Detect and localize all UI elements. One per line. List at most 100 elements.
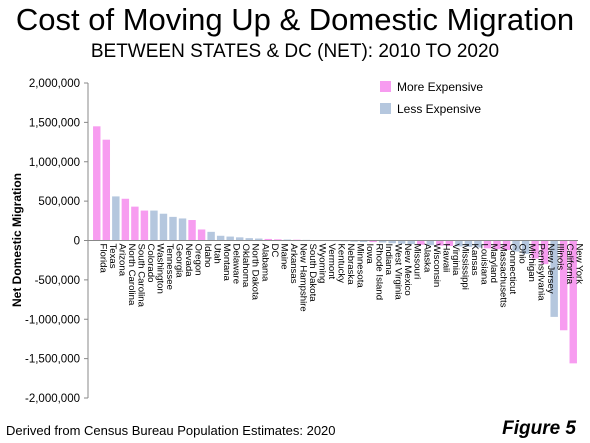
- bar: [464, 240, 473, 247]
- bar: [512, 240, 520, 252]
- x-tick-label: Illinois: [555, 244, 566, 271]
- x-tick-label: Arkansas: [288, 244, 299, 284]
- bars: [88, 126, 578, 364]
- bar: [359, 240, 368, 243]
- y-tick-label: 1,500,000: [29, 117, 80, 129]
- x-tick-label: Texas: [107, 244, 118, 269]
- bar: [559, 240, 568, 331]
- x-tick-label: Louisiana: [478, 244, 489, 286]
- x-tick-label: Indiana: [383, 244, 394, 276]
- footnote: Derived from Census Bureau Population Es…: [6, 423, 336, 438]
- bar: [445, 240, 454, 247]
- x-tick-label: Rhode Island: [374, 244, 385, 301]
- y-axis: 2,000,000 1,500,000 1,000,000 500,000 0 -500,…: [25, 78, 89, 405]
- x-tick-label: Wisconsin: [431, 244, 442, 288]
- x-tick-label: Maryland: [488, 244, 499, 283]
- bar: [521, 240, 530, 254]
- bar: [397, 240, 406, 244]
- x-tick-label: Wyoming: [316, 244, 327, 284]
- bar: [255, 238, 263, 241]
- x-tick-label: Connecticut: [507, 244, 518, 295]
- x-tick-label: Alabama: [259, 244, 270, 283]
- x-tick-label: Nebraska: [345, 244, 356, 286]
- x-tick-label: Nevada: [183, 244, 194, 278]
- legend-swatch: [380, 103, 391, 114]
- bar: [569, 240, 577, 364]
- y-tick-label: 2,000,000: [29, 78, 80, 90]
- x-tick-label: California: [564, 244, 575, 285]
- bar: [216, 235, 225, 241]
- x-tick-label: North Dakota: [250, 244, 261, 301]
- bar: [178, 218, 187, 241]
- x-tick-label: Oregon: [193, 244, 204, 276]
- y-tick-label: -500,000: [35, 275, 80, 287]
- y-axis-label: Net Domestic Migration: [10, 173, 24, 307]
- legend-swatch: [380, 81, 391, 92]
- x-tick-label: Hawaii: [440, 244, 451, 273]
- x-tick-label: DC: [269, 244, 280, 258]
- x-tick-label: Oklahoma: [240, 244, 251, 288]
- bar: [102, 139, 111, 241]
- bar: [121, 198, 130, 241]
- bar: [474, 240, 482, 248]
- bar: [226, 236, 234, 241]
- bar: [112, 196, 120, 241]
- y-tick-label: 500,000: [38, 196, 80, 208]
- figure-label: Figure 5: [502, 418, 576, 439]
- bar: [531, 240, 539, 259]
- bar: [455, 240, 463, 247]
- bar: [388, 240, 396, 244]
- legend: More Expensive Less Expensive: [380, 80, 483, 116]
- bar: [417, 240, 425, 245]
- bar: [426, 240, 435, 246]
- x-tick-label: New Mexico: [402, 244, 413, 296]
- x-tick-label: North Carolina: [126, 244, 137, 307]
- chart-title: Cost of Moving Up & Domestic Migration: [15, 2, 575, 37]
- bar: [207, 231, 215, 241]
- bar: [264, 238, 273, 241]
- bar: [540, 240, 549, 265]
- x-tick-label: West Virginia: [393, 244, 404, 301]
- x-tick-label: Florida: [97, 244, 108, 274]
- x-tick-label: Missouri: [412, 244, 423, 280]
- bar: [150, 210, 158, 241]
- bar: [436, 240, 444, 246]
- bar: [131, 206, 139, 241]
- x-tick-label: South Dakota: [307, 244, 318, 303]
- bar: [140, 210, 149, 241]
- x-tick-label: New Hampshire: [297, 244, 308, 312]
- bar: [350, 240, 358, 242]
- x-tick-label: South Carolina: [135, 244, 146, 308]
- x-tick-label: Idaho: [202, 244, 213, 268]
- x-tick-label: Minnesota: [355, 244, 366, 289]
- chart-subtitle: BETWEEN STATES & DC (NET): 2010 TO 2020: [90, 41, 500, 62]
- x-tick-label: Pennsylvania: [536, 244, 547, 302]
- x-tick-label: Ohio: [517, 244, 528, 264]
- x-tick-label: Washington: [154, 244, 165, 294]
- x-tick-label: New York: [574, 244, 585, 285]
- bar: [93, 126, 101, 241]
- bar: [274, 239, 282, 241]
- x-tick-label: New Jersey: [545, 244, 556, 294]
- bar: [493, 240, 501, 250]
- bar: [369, 240, 377, 243]
- bar: [378, 240, 387, 243]
- x-tick-label: Arizona: [116, 244, 127, 277]
- x-tick-label: Tennessee: [164, 244, 175, 290]
- x-tick-label: Utah: [212, 244, 223, 264]
- x-tick-label: Delaware: [231, 244, 242, 285]
- bar: [483, 240, 492, 249]
- bar: [502, 240, 511, 250]
- legend-label: Less Expensive: [397, 102, 481, 116]
- bar: [550, 240, 558, 317]
- x-tick-label: Iowa: [364, 244, 375, 265]
- x-tick-label: Montana: [221, 244, 232, 282]
- x-tick-label: Kentucky: [336, 244, 347, 284]
- legend-label: More Expensive: [397, 80, 483, 94]
- x-tick-label: Maine: [278, 244, 289, 270]
- y-tick-label: -1,500,000: [25, 354, 80, 366]
- x-tick-label: Alaska: [421, 244, 432, 273]
- y-tick-label: 1,000,000: [29, 157, 80, 169]
- x-tick-label: Georgia: [174, 244, 185, 279]
